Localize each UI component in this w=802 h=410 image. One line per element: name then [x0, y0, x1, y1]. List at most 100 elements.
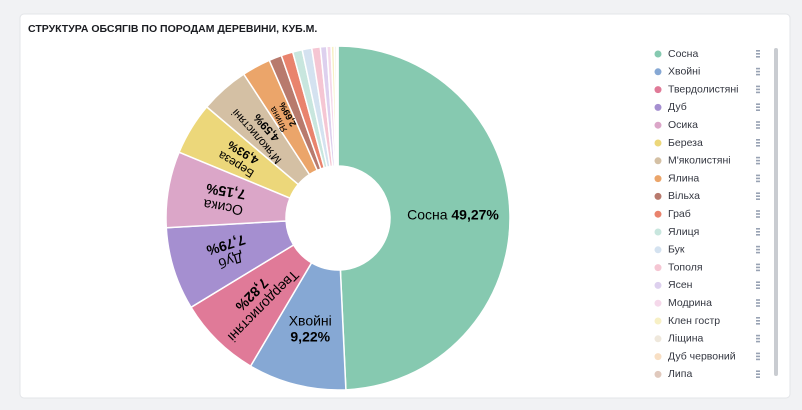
legend-menu-dot[interactable] [756, 103, 760, 105]
legend-menu-dot[interactable] [756, 156, 760, 159]
legend-menu-dot[interactable] [756, 177, 760, 180]
legend-swatch [654, 68, 662, 76]
legend-menu-dot[interactable] [756, 355, 760, 358]
legend-menu-dot[interactable] [756, 195, 760, 197]
legend-label[interactable]: Ліщина [668, 333, 704, 345]
legend-label[interactable]: Ясен [668, 279, 693, 291]
scrollbar[interactable] [774, 48, 778, 376]
slice-label-name: Осика [202, 196, 244, 218]
legend-menu-dot[interactable] [756, 248, 760, 251]
legend-menu-dot[interactable] [756, 109, 760, 111]
legend-menu-dot[interactable] [756, 320, 760, 322]
legend-swatch [654, 103, 662, 111]
legend-menu-dot[interactable] [756, 67, 760, 70]
legend-menu-dot[interactable] [756, 124, 760, 126]
legend-menu-dot[interactable] [756, 91, 760, 94]
legend-swatch [654, 335, 662, 343]
legend-label[interactable]: М'яколистяні [668, 155, 731, 167]
legend-label[interactable]: Тополя [668, 261, 703, 273]
legend-menu-dot[interactable] [756, 228, 760, 230]
legend-swatch [654, 50, 662, 58]
legend-menu-dot[interactable] [756, 145, 760, 147]
legend-label[interactable]: Сосна [668, 48, 698, 60]
legend-menu-dot[interactable] [756, 53, 760, 55]
legend-menu-dot[interactable] [756, 231, 760, 233]
legend-menu-dot[interactable] [756, 302, 760, 304]
legend-menu-dot[interactable] [756, 269, 760, 272]
slice-label-name: Сосна [407, 206, 448, 222]
legend-label[interactable]: Граб [668, 208, 691, 220]
legend-label[interactable]: Дуб [668, 101, 687, 113]
legend-label[interactable]: Осика [668, 119, 698, 131]
legend-label[interactable]: Модрина [668, 297, 712, 309]
legend-menu-dot[interactable] [756, 287, 760, 289]
legend-menu-dot[interactable] [756, 213, 760, 215]
legend-menu-dot[interactable] [756, 198, 760, 200]
legend-menu-dot[interactable] [756, 358, 760, 361]
legend-swatch [654, 281, 662, 289]
legend-label[interactable]: Дуб червоний [668, 350, 736, 362]
legend-menu-dot[interactable] [756, 284, 760, 286]
legend-menu-dot[interactable] [756, 142, 760, 144]
legend-label[interactable]: Вільха [668, 190, 700, 202]
legend-swatch [654, 210, 662, 218]
legend-label[interactable]: Клен гостр [668, 315, 720, 327]
legend-menu-dot[interactable] [756, 106, 760, 108]
legend-label[interactable]: Липа [668, 368, 692, 380]
legend-menu-dot[interactable] [756, 192, 760, 194]
legend-menu-dot[interactable] [756, 127, 760, 129]
legend-label[interactable]: Твердолистяні [668, 83, 738, 95]
legend-menu-dot[interactable] [756, 376, 760, 378]
legend-label[interactable]: Ялина [668, 172, 699, 184]
legend-menu-dot[interactable] [756, 337, 760, 340]
legend-menu-dot[interactable] [756, 323, 760, 325]
legend-menu-dot[interactable] [756, 370, 760, 372]
legend-menu-dot[interactable] [756, 210, 760, 212]
legend-swatch [654, 246, 662, 254]
legend-label[interactable]: Береза [668, 137, 703, 149]
legend-swatch [654, 192, 662, 200]
slice-label: Сосна 49,27% [407, 206, 499, 222]
legend-menu-dot[interactable] [756, 340, 760, 343]
legend-swatch [654, 317, 662, 325]
legend-menu-dot[interactable] [756, 159, 760, 162]
legend-menu-dot[interactable] [756, 50, 760, 52]
slice [337, 45, 511, 391]
legend-menu-dot[interactable] [756, 162, 760, 165]
slice-label-name: Дуб [217, 249, 246, 272]
legend-menu-dot[interactable] [756, 299, 760, 301]
legend-label[interactable]: Хвойні [668, 66, 700, 78]
legend-menu-dot[interactable] [756, 245, 760, 248]
legend-menu-dot[interactable] [756, 263, 760, 266]
legend-label[interactable]: Бук [668, 244, 685, 256]
legend-swatch [654, 157, 662, 165]
legend-menu-dot[interactable] [756, 352, 760, 355]
data-label: 9,22% [290, 329, 330, 345]
legend-menu-dot[interactable] [756, 85, 760, 88]
legend-menu-dot[interactable] [756, 180, 760, 183]
legend-menu-dot[interactable] [756, 317, 760, 319]
legend-label[interactable]: Ялиця [668, 226, 699, 238]
legend-menu-dot[interactable] [756, 70, 760, 73]
legend-menu-dot[interactable] [756, 121, 760, 123]
legend-menu-dot[interactable] [756, 88, 760, 91]
legend-swatch [654, 228, 662, 236]
legend-menu-dot[interactable] [756, 234, 760, 236]
legend-menu-dot[interactable] [756, 266, 760, 269]
legend-menu-dot[interactable] [756, 373, 760, 375]
legend-menu-dot[interactable] [756, 251, 760, 254]
legend-menu-dot[interactable] [756, 305, 760, 307]
slice-label-text: Сосна 49,27% [407, 206, 499, 222]
legend-menu-dot[interactable] [756, 174, 760, 177]
slice-label-name: Хвойні [289, 313, 332, 329]
legend-menu-dot[interactable] [756, 73, 760, 76]
legend-menu-dot[interactable] [756, 216, 760, 218]
legend-menu-dot[interactable] [756, 334, 760, 337]
legend-menu-dot[interactable] [756, 281, 760, 283]
legend-swatch [654, 86, 662, 94]
data-label: 7,15% [204, 180, 246, 203]
legend-menu-dot[interactable] [756, 56, 760, 58]
legend-menu-dot[interactable] [756, 139, 760, 141]
